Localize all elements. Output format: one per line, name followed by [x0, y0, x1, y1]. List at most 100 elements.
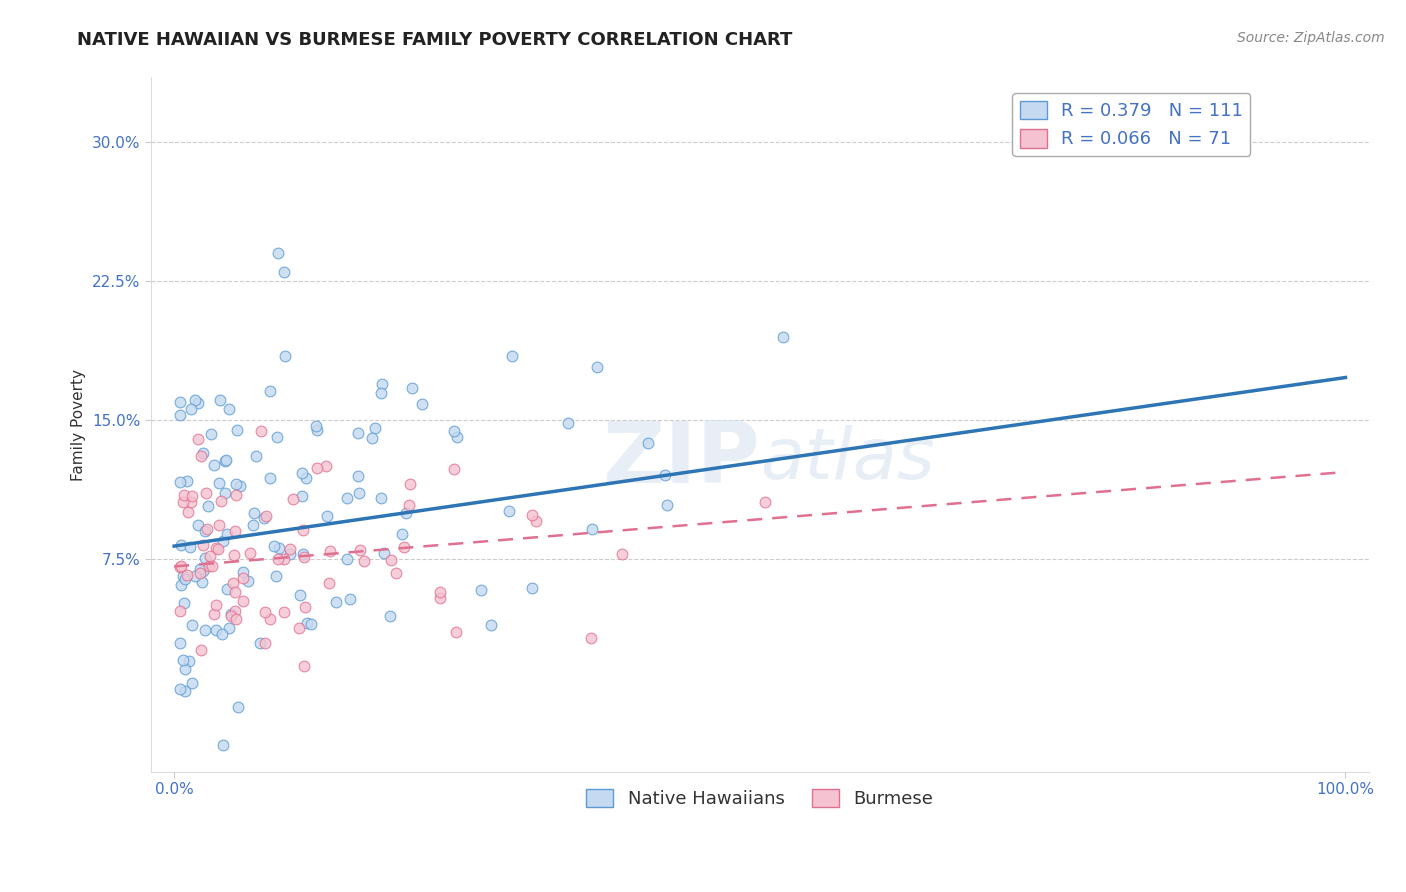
Text: NATIVE HAWAIIAN VS BURMESE FAMILY POVERTY CORRELATION CHART: NATIVE HAWAIIAN VS BURMESE FAMILY POVERT…: [77, 31, 793, 49]
Point: [180, 495, 202, 509]
Point: [579, 631, 602, 645]
Point: [214, 485, 236, 500]
Point: [242, 506, 264, 520]
Point: [315, 459, 337, 474]
Point: [181, 489, 204, 503]
Point: [292, 549, 315, 564]
Point: [319, 544, 342, 558]
Point: [190, 562, 212, 576]
Point: [202, 607, 225, 621]
Point: [215, 453, 238, 467]
Point: [250, 425, 273, 439]
Point: [278, 541, 301, 556]
Point: [443, 462, 465, 476]
Point: [446, 624, 468, 639]
Point: [219, 609, 242, 624]
Point: [200, 427, 222, 442]
Point: [318, 575, 340, 590]
Point: [177, 506, 200, 520]
Point: [169, 578, 191, 592]
Point: [218, 401, 240, 416]
Point: [292, 659, 315, 673]
Point: [305, 460, 328, 475]
Point: [169, 475, 191, 490]
Point: [170, 538, 193, 552]
Point: [295, 615, 318, 630]
Point: [291, 466, 314, 480]
Point: [498, 503, 520, 517]
Text: ZIP: ZIP: [602, 418, 759, 501]
Point: [586, 360, 609, 375]
Point: [232, 593, 254, 607]
Point: [219, 607, 242, 622]
Point: [174, 661, 197, 675]
Point: [294, 471, 316, 485]
Point: [224, 585, 246, 599]
Point: [395, 507, 418, 521]
Point: [253, 511, 276, 525]
Point: [288, 621, 311, 635]
Point: [242, 518, 264, 533]
Point: [177, 654, 200, 668]
Point: [384, 566, 406, 580]
Point: [655, 498, 678, 512]
Point: [637, 436, 659, 450]
Point: [169, 395, 191, 409]
Point: [292, 547, 315, 561]
Point: [208, 476, 231, 491]
Point: [273, 552, 295, 566]
Point: [169, 636, 191, 650]
Point: [346, 426, 368, 441]
Point: [373, 546, 395, 560]
Point: [266, 430, 288, 444]
Point: [581, 522, 603, 536]
Point: [245, 449, 267, 463]
Point: [391, 527, 413, 541]
Point: [429, 584, 451, 599]
Point: [263, 539, 285, 553]
Point: [361, 432, 384, 446]
Point: [232, 571, 254, 585]
Point: [443, 424, 465, 438]
Point: [336, 551, 359, 566]
Point: [249, 636, 271, 650]
Point: [290, 588, 312, 602]
Point: [176, 474, 198, 488]
Point: [191, 446, 214, 460]
Point: [225, 476, 247, 491]
Point: [522, 581, 544, 595]
Point: [229, 478, 252, 492]
Point: [392, 541, 415, 555]
Point: [173, 596, 195, 610]
Point: [188, 566, 211, 580]
Point: [429, 591, 451, 605]
Point: [254, 605, 277, 619]
Point: [299, 616, 322, 631]
Point: [211, 626, 233, 640]
Point: [195, 522, 218, 536]
Point: [281, 491, 304, 506]
Point: [172, 495, 194, 509]
Point: [184, 392, 207, 407]
Point: [347, 486, 370, 500]
Point: [172, 569, 194, 583]
Point: [205, 623, 228, 637]
Point: [205, 599, 228, 613]
Point: [380, 552, 402, 566]
Point: [187, 517, 209, 532]
Point: [411, 397, 433, 411]
Point: [238, 574, 260, 589]
Point: [273, 605, 295, 619]
Point: [224, 524, 246, 538]
Point: [194, 623, 217, 637]
Point: [184, 569, 207, 583]
Point: [522, 508, 544, 523]
Point: [259, 470, 281, 484]
Point: [176, 568, 198, 582]
Point: [207, 541, 229, 556]
Point: [479, 618, 502, 632]
Point: [197, 559, 219, 574]
Point: [524, 514, 547, 528]
Point: [169, 681, 191, 696]
Point: [225, 423, 247, 437]
